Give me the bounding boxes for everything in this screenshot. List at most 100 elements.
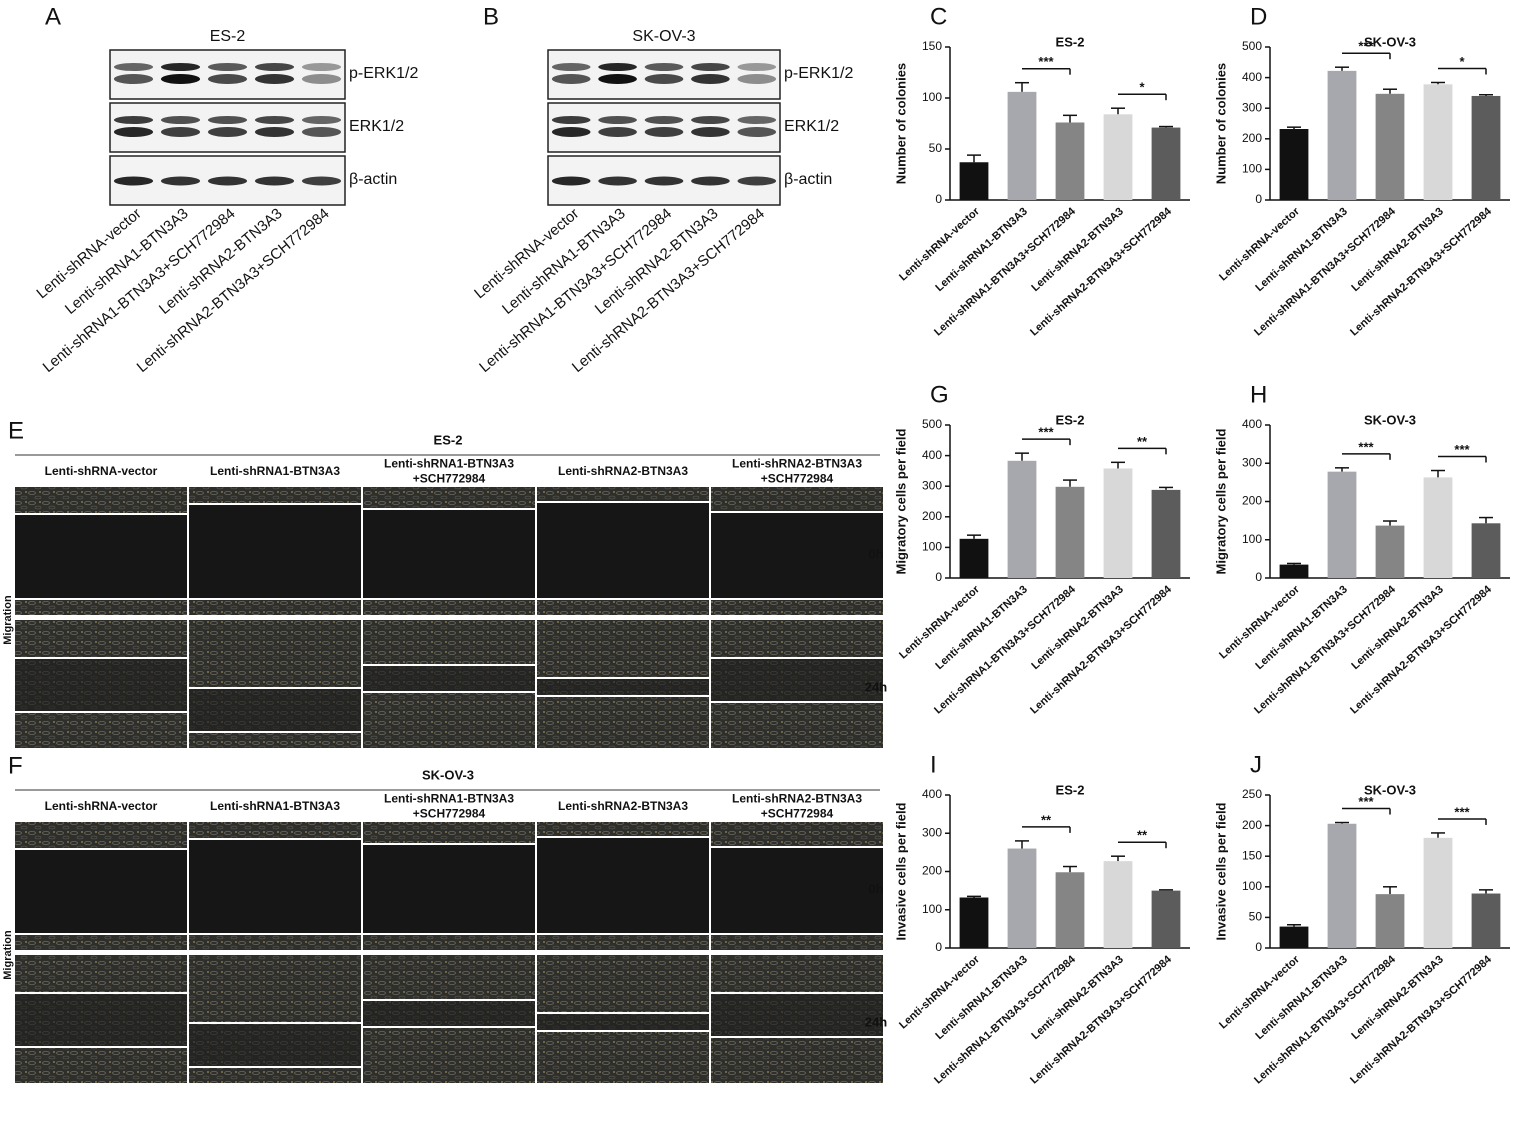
- x-tick-label: Lenti-shRNA-vector: [897, 583, 982, 662]
- cell-layer: [537, 487, 709, 502]
- x-tick-label: Lenti-shRNA-vector: [897, 205, 982, 284]
- bar: [1375, 525, 1405, 578]
- column-header: +SCH772984: [413, 807, 486, 821]
- cell-layer: [189, 487, 361, 504]
- band: [113, 176, 154, 186]
- column-header: Lenti-shRNA2-BTN3A3: [732, 457, 862, 471]
- band: [598, 63, 637, 71]
- band: [691, 74, 730, 84]
- micrograph: [537, 487, 709, 615]
- band: [254, 176, 295, 186]
- band: [113, 127, 154, 137]
- wound-gap: [189, 688, 361, 732]
- x-tick-label: Lenti-shRNA1-BTN3A3: [1253, 583, 1350, 672]
- cell-layer: [15, 822, 187, 849]
- band: [160, 74, 201, 84]
- grid-title: ES-2: [434, 432, 463, 447]
- bar: [1327, 471, 1357, 578]
- y-tick-label: 0: [935, 570, 942, 584]
- band: [207, 74, 248, 84]
- band: [551, 74, 591, 84]
- x-tick-label: Lenti-shRNA1-BTN3A3: [1253, 953, 1350, 1042]
- cell-layer: [363, 487, 535, 509]
- chart-title: ES-2: [1056, 34, 1085, 49]
- band: [598, 74, 637, 84]
- blot-row-label: β-actin: [349, 171, 397, 188]
- band: [160, 176, 201, 186]
- bar: [1375, 894, 1405, 948]
- band: [207, 63, 248, 71]
- bar: [1151, 890, 1181, 948]
- band: [254, 74, 295, 84]
- y-tick-label: 50: [929, 141, 943, 155]
- wound-gap: [537, 1013, 709, 1031]
- x-tick-label: Lenti-shRNA-vector: [1217, 953, 1302, 1032]
- band: [737, 176, 777, 186]
- column-header: Lenti-shRNA1-BTN3A3: [384, 792, 514, 806]
- grid-title: SK-OV-3: [422, 767, 474, 782]
- cell-layer: [711, 487, 883, 512]
- x-tick-label: Lenti-shRNA-vector: [897, 953, 982, 1032]
- chart-title: SK-OV-3: [1364, 34, 1416, 49]
- column-header: Lenti-shRNA-vector: [45, 464, 158, 478]
- band: [551, 63, 591, 71]
- bar: [1151, 489, 1181, 578]
- bar: [959, 897, 989, 948]
- band: [254, 127, 295, 137]
- significance-label: **: [1137, 828, 1148, 843]
- column-header: +SCH772984: [761, 472, 834, 486]
- side-label: Migration: [2, 595, 14, 645]
- x-tick-label: Lenti-shRNA2-BTN3A3: [1349, 583, 1446, 672]
- band: [598, 127, 637, 137]
- significance-label: **: [1041, 812, 1052, 827]
- blot-title: ES-2: [210, 28, 246, 45]
- band: [160, 63, 201, 71]
- band: [301, 74, 342, 84]
- cell-layer: [15, 487, 187, 514]
- wound-gap: [189, 1023, 361, 1067]
- bar: [1375, 93, 1405, 200]
- x-tick-label: Lenti-shRNA2-BTN3A3: [1349, 953, 1446, 1042]
- blot-title: SK-OV-3: [632, 28, 695, 45]
- wound-gap: [711, 658, 883, 702]
- band: [207, 176, 248, 186]
- row-label: 24h: [865, 1014, 887, 1029]
- y-tick-label: 300: [1242, 100, 1262, 114]
- band: [551, 127, 591, 137]
- panel-letter: B: [483, 3, 499, 30]
- y-axis-label: Invasive cells per field: [893, 802, 908, 940]
- significance-label: ***: [1038, 54, 1054, 69]
- bar: [1007, 460, 1037, 578]
- panel-letter: I: [930, 751, 937, 778]
- y-tick-label: 0: [1255, 940, 1262, 954]
- cell-layer: [537, 934, 709, 950]
- band: [301, 116, 342, 124]
- y-tick-label: 0: [1255, 570, 1262, 584]
- cell-layer: [537, 599, 709, 615]
- band: [644, 63, 684, 71]
- bar: [1103, 468, 1133, 578]
- y-axis-label: Number of colonies: [893, 63, 908, 184]
- cell-layer: [15, 599, 187, 615]
- wound-gap: [15, 993, 187, 1047]
- y-tick-label: 50: [1249, 910, 1263, 924]
- y-tick-label: 0: [1255, 192, 1262, 206]
- bar: [1327, 70, 1357, 200]
- column-header: Lenti-shRNA2-BTN3A3: [558, 799, 688, 813]
- panel-letter: G: [930, 381, 949, 408]
- blot-row-label: p-ERK1/2: [349, 65, 418, 82]
- y-axis-label: Migratory cells per field: [1213, 428, 1228, 574]
- band: [207, 127, 248, 137]
- significance-label: ***: [1038, 425, 1054, 440]
- row-label: 24h: [865, 679, 887, 694]
- significance-label: *: [1139, 80, 1145, 95]
- bar: [1327, 823, 1357, 948]
- y-tick-label: 100: [922, 902, 942, 916]
- band: [691, 116, 730, 124]
- significance-label: **: [1137, 434, 1148, 449]
- bar: [959, 538, 989, 578]
- cell-layer: [189, 934, 361, 950]
